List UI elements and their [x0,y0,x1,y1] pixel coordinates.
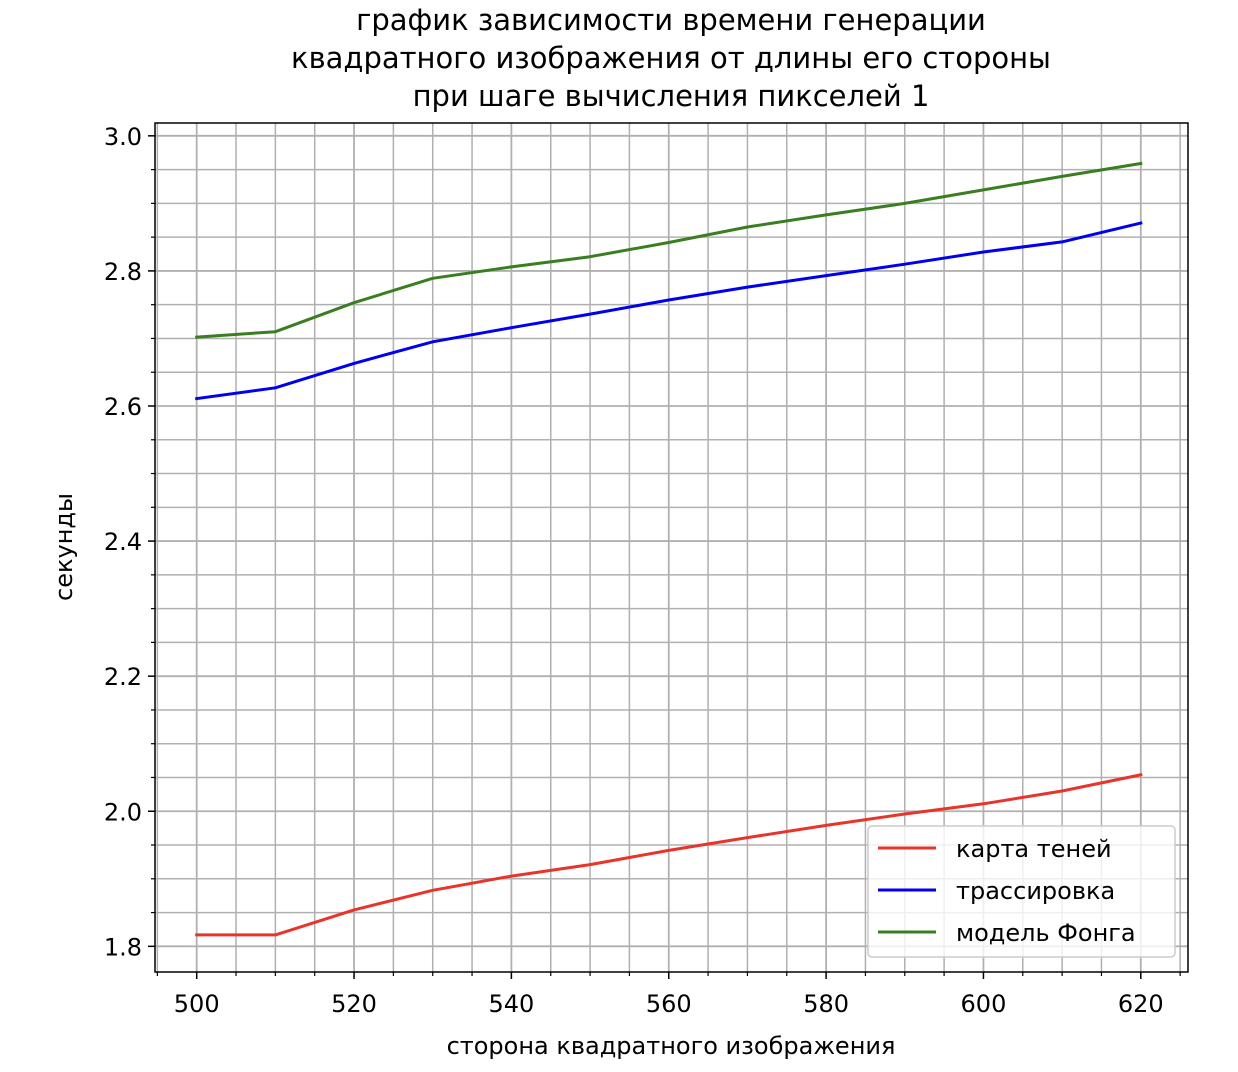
y-tick-label: 3.0 [104,123,142,151]
x-tick-label: 520 [331,990,377,1018]
chart-title-line-1: график зависимости времени генерации [356,3,986,37]
x-tick-label: 560 [646,990,692,1018]
y-tick-label: 2.6 [104,393,142,421]
y-axis-tick-labels: 1.8 2.0 2.2 2.4 2.6 2.8 3.0 [104,123,142,962]
plot-frame [154,122,1189,973]
axis-ticks [148,135,1181,979]
legend-label-phong-model: модель Фонга [956,919,1136,947]
chart-title-line-2: квадратного изображения от длины его сто… [291,41,1051,75]
chart-title: график зависимости времени генерации ква… [291,3,1051,113]
x-tick-label: 600 [961,990,1007,1018]
y-tick-label: 2.8 [104,258,142,286]
chart-title-line-3: при шаге вычисления пикселей 1 [413,79,930,113]
x-axis-tick-labels: 500 520 540 560 580 600 620 [174,990,1164,1018]
y-tick-label: 1.8 [104,933,142,961]
legend-box [867,825,1176,958]
x-tick-label: 540 [488,990,534,1018]
legend-label-ray-tracing: трассировка [956,877,1115,905]
legend: карта теней трассировка модель Фонга [867,825,1176,958]
y-axis-label: секунды [50,493,78,601]
series-line-1 [195,221,1143,401]
series-line-2 [195,161,1143,339]
y-tick-label: 2.4 [104,528,142,556]
series-lines [195,161,1143,937]
x-axis-label: сторона квадратного изображения [447,1032,896,1060]
series-line-0 [195,773,1143,937]
y-tick-label: 2.0 [104,798,142,826]
x-tick-label: 580 [803,990,849,1018]
x-tick-label: 620 [1118,990,1164,1018]
x-tick-label: 500 [174,990,220,1018]
y-tick-label: 2.2 [104,663,142,691]
legend-label-shadow-map: карта теней [956,835,1112,863]
